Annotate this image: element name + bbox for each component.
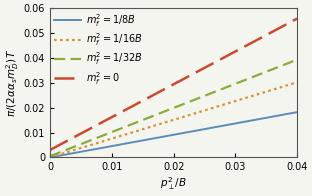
$m_f^2 = 1/16B$	[295, 81, 299, 83]
$m_f^2 = 1/8B$	[195, 129, 199, 132]
$m_f^2 = 0$	[289, 21, 293, 23]
$m_f^2 = 0$	[166, 86, 169, 89]
$m_f^2 = 1/8B$	[182, 132, 186, 134]
$m_f^2 = 1/32B$	[182, 103, 186, 105]
$m_f^2 = 1/8B$	[48, 156, 52, 159]
$m_f^2 = 1/32B$	[166, 109, 169, 112]
$m_f^2 = 1/32B$	[289, 61, 293, 63]
$m_f^2 = 1/16B$	[251, 95, 255, 97]
$m_f^2 = 1/8B$	[295, 111, 299, 113]
$m_f^2 = 1/16B$	[182, 116, 186, 118]
$m_f^2 = 0$	[195, 71, 199, 73]
Line: $m_f^2 = 1/8B$: $m_f^2 = 1/8B$	[50, 112, 297, 157]
X-axis label: $p_\perp^2/B$: $p_\perp^2/B$	[160, 175, 187, 192]
$m_f^2 = 1/16B$	[167, 120, 171, 122]
Line: $m_f^2 = 1/16B$: $m_f^2 = 1/16B$	[50, 82, 297, 157]
$m_f^2 = 1/16B$	[48, 156, 52, 159]
$m_f^2 = 1/8B$	[166, 135, 169, 137]
$m_f^2 = 1/16B$	[166, 121, 169, 123]
$m_f^2 = 1/16B$	[195, 112, 199, 114]
$m_f^2 = 1/32B$	[251, 76, 255, 78]
$m_f^2 = 1/32B$	[295, 58, 299, 61]
$m_f^2 = 0$	[182, 78, 186, 80]
$m_f^2 = 1/8B$	[251, 119, 255, 122]
$m_f^2 = 0$	[167, 86, 171, 88]
$m_f^2 = 1/8B$	[167, 134, 171, 137]
Line: $m_f^2 = 0$: $m_f^2 = 0$	[50, 19, 297, 150]
$m_f^2 = 1/8B$	[289, 112, 293, 114]
$m_f^2 = 1/32B$	[48, 155, 52, 157]
$m_f^2 = 1/32B$	[167, 109, 171, 111]
$m_f^2 = 0$	[295, 17, 299, 20]
$m_f^2 = 0$	[48, 149, 52, 151]
Y-axis label: $\pi/(2\alpha\alpha_s m_D^2)\,T$: $\pi/(2\alpha\alpha_s m_D^2)\,T$	[4, 48, 21, 117]
Legend: $m_f^2 = 1/8B$, $m_f^2 = 1/16B$, $m_f^2 = 1/32B$, $m_f^2 = 0$: $m_f^2 = 1/8B$, $m_f^2 = 1/16B$, $m_f^2 …	[53, 11, 144, 88]
Line: $m_f^2 = 1/32B$: $m_f^2 = 1/32B$	[50, 60, 297, 156]
$m_f^2 = 1/32B$	[195, 98, 199, 100]
$m_f^2 = 0$	[251, 41, 255, 44]
$m_f^2 = 1/16B$	[289, 83, 293, 85]
